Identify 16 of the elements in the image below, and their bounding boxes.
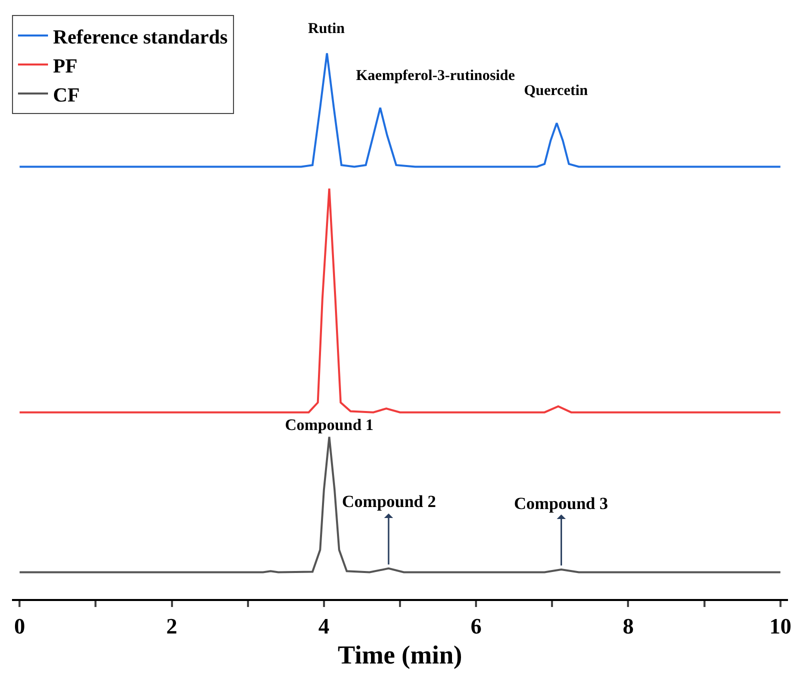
x-tick-label: 6 — [470, 613, 482, 638]
annotation: Rutin — [308, 21, 346, 37]
annotation: Compound 1 — [285, 417, 374, 434]
legend-label: PF — [53, 55, 78, 78]
x-tick-label: 0 — [14, 613, 26, 638]
annotation: Quercetin — [524, 83, 589, 99]
x-tick-label: 8 — [622, 613, 634, 638]
x-tick-label: 2 — [166, 613, 178, 638]
legend-label: CF — [53, 84, 80, 106]
x-axis-title: Time (min) — [338, 640, 462, 670]
annotation: Kaempferol-3-rutinoside — [356, 68, 516, 84]
annotation: Compound 2 — [342, 492, 436, 511]
legend-label: Reference standards — [53, 26, 228, 48]
x-tick-label: 10 — [769, 613, 792, 638]
x-tick-label: 4 — [318, 613, 330, 638]
annotation: Compound 3 — [514, 494, 608, 513]
